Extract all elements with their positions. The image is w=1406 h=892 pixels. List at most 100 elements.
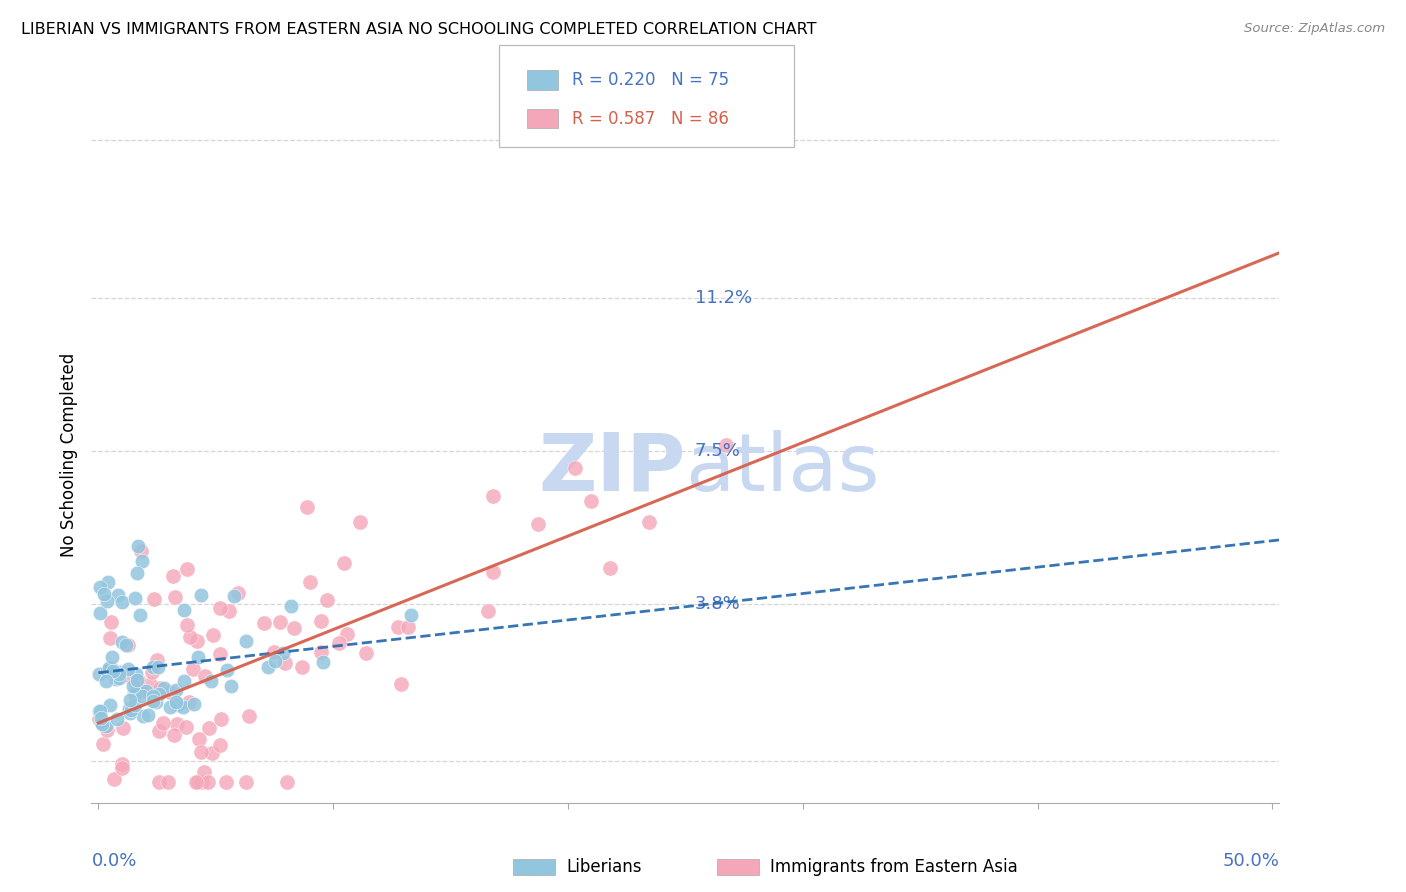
Point xyxy=(111,721,134,735)
Point xyxy=(96,723,118,737)
Point xyxy=(481,565,503,579)
Point xyxy=(97,661,120,675)
Point xyxy=(127,566,149,580)
Point xyxy=(179,630,201,644)
Point xyxy=(90,714,112,729)
Point xyxy=(599,561,621,575)
Point xyxy=(283,621,305,635)
Point xyxy=(290,660,312,674)
Point xyxy=(257,660,280,674)
Point xyxy=(188,732,211,747)
Point xyxy=(105,672,128,686)
Point xyxy=(98,632,121,646)
Point xyxy=(217,664,239,678)
Point xyxy=(274,656,297,670)
Point xyxy=(89,666,111,681)
Point xyxy=(120,703,142,717)
Point xyxy=(176,562,198,576)
Point xyxy=(184,775,207,789)
Point xyxy=(159,684,181,698)
Point xyxy=(101,664,124,678)
Point xyxy=(183,697,205,711)
Point xyxy=(193,765,215,780)
Point xyxy=(139,677,162,691)
Text: Source: ZipAtlas.com: Source: ZipAtlas.com xyxy=(1244,22,1385,36)
Point xyxy=(218,604,240,618)
Point xyxy=(132,708,155,723)
Point xyxy=(714,438,737,452)
Point xyxy=(135,683,157,698)
Point xyxy=(198,722,221,736)
Point xyxy=(177,695,200,709)
Point xyxy=(127,539,149,553)
Point xyxy=(197,775,219,789)
Point xyxy=(194,669,217,683)
Point xyxy=(399,608,422,623)
Point xyxy=(143,592,166,607)
Point xyxy=(131,689,153,703)
Point xyxy=(122,679,145,693)
Point xyxy=(122,685,145,699)
Point xyxy=(146,653,169,667)
Point xyxy=(166,698,188,712)
Point xyxy=(638,515,661,529)
Point xyxy=(280,599,302,613)
Point xyxy=(564,461,586,475)
Point xyxy=(336,626,359,640)
Point xyxy=(120,670,142,684)
Point xyxy=(101,650,124,665)
Point xyxy=(263,645,285,659)
Point xyxy=(89,607,111,621)
Point xyxy=(482,489,505,503)
Point xyxy=(214,775,236,789)
Point xyxy=(190,588,212,602)
Text: atlas: atlas xyxy=(685,430,880,508)
Point xyxy=(276,775,298,789)
Point xyxy=(389,677,412,691)
Point xyxy=(125,667,148,681)
Point xyxy=(152,681,174,695)
Point xyxy=(89,704,111,718)
Text: 50.0%: 50.0% xyxy=(1223,853,1279,871)
Point xyxy=(107,671,129,685)
Point xyxy=(93,587,115,601)
Point xyxy=(263,654,285,668)
Point xyxy=(125,673,148,687)
Point xyxy=(146,660,169,674)
Point xyxy=(173,603,195,617)
Point xyxy=(136,708,159,723)
Point xyxy=(187,649,209,664)
Point xyxy=(398,620,420,634)
Point xyxy=(208,600,231,615)
Text: R = 0.220   N = 75: R = 0.220 N = 75 xyxy=(572,71,730,89)
Point xyxy=(111,595,134,609)
Point xyxy=(91,737,114,751)
Text: 11.2%: 11.2% xyxy=(695,288,752,307)
Point xyxy=(162,568,184,582)
Text: 7.5%: 7.5% xyxy=(695,442,741,459)
Point xyxy=(219,679,242,693)
Point xyxy=(131,544,153,558)
Text: R = 0.587   N = 86: R = 0.587 N = 86 xyxy=(572,110,730,128)
Point xyxy=(235,775,257,789)
Point xyxy=(238,709,260,723)
Point xyxy=(201,746,224,760)
Point xyxy=(222,589,245,603)
Point xyxy=(110,761,132,775)
Point xyxy=(127,673,149,688)
Y-axis label: No Schooling Completed: No Schooling Completed xyxy=(60,353,79,557)
Point xyxy=(100,661,122,675)
Text: ZIP: ZIP xyxy=(538,430,685,508)
Point xyxy=(120,706,142,720)
Text: LIBERIAN VS IMMIGRANTS FROM EASTERN ASIA NO SCHOOLING COMPLETED CORRELATION CHAR: LIBERIAN VS IMMIGRANTS FROM EASTERN ASIA… xyxy=(21,22,817,37)
Point xyxy=(581,494,603,508)
Point xyxy=(131,554,153,568)
Point xyxy=(309,645,332,659)
Point xyxy=(201,628,224,642)
Point xyxy=(142,659,165,673)
Point xyxy=(298,574,321,589)
Point xyxy=(297,500,319,515)
Point xyxy=(156,775,179,789)
Point xyxy=(98,698,121,713)
Point xyxy=(163,728,186,742)
